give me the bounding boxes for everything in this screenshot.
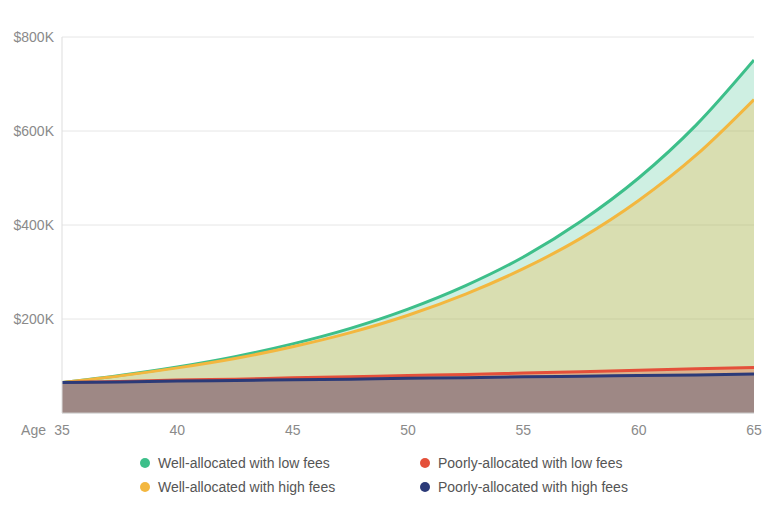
svg-text:$600K: $600K (14, 123, 55, 139)
svg-text:$200K: $200K (14, 311, 55, 327)
html-text:Well-allocated with low fees: Well-allocated with low fees (158, 455, 330, 471)
html-text:Poorly-allocated with high fee: Poorly-allocated with high fees (438, 479, 628, 495)
html-text:Poorly-allocated with low fees: Poorly-allocated with low fees (438, 455, 623, 471)
html-text:Well-allocated with high fees: Well-allocated with high fees (158, 479, 336, 495)
svg-text:50: 50 (400, 422, 416, 438)
svg-text:$400K: $400K (14, 217, 55, 233)
svg-text:55: 55 (516, 422, 532, 438)
svg-text:$800K: $800K (14, 29, 55, 45)
svg-text:65: 65 (746, 422, 762, 438)
svg-text:Age: Age (21, 422, 46, 438)
svg-text:60: 60 (631, 422, 647, 438)
svg-text:40: 40 (170, 422, 186, 438)
svg-text:35: 35 (54, 422, 70, 438)
svg-text:45: 45 (285, 422, 301, 438)
